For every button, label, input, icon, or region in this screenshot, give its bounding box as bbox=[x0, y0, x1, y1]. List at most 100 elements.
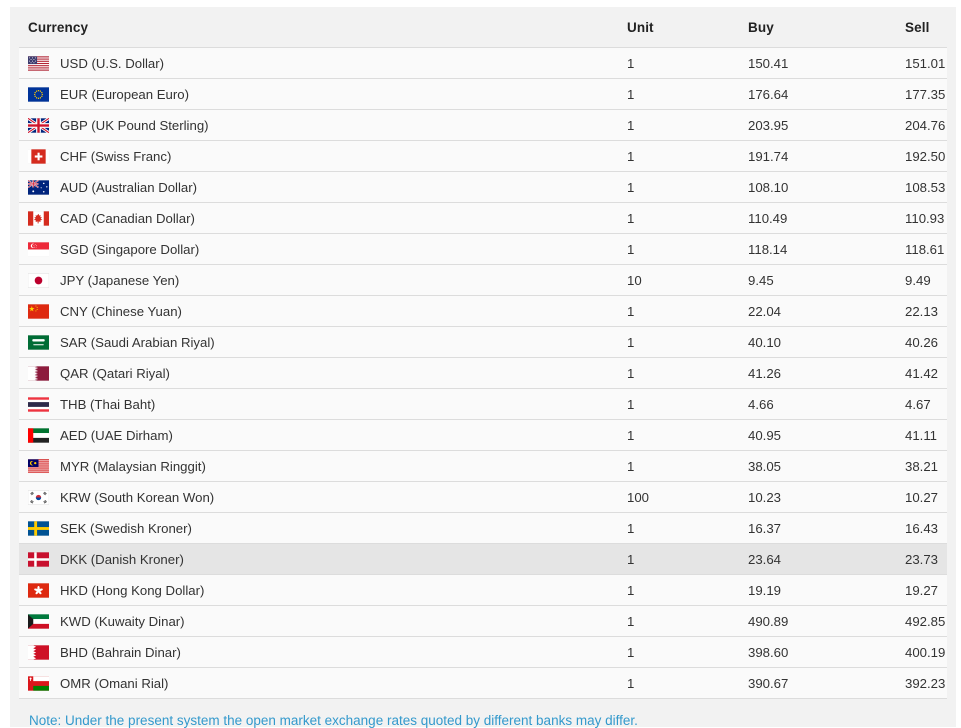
table-row[interactable]: AED (UAE Dirham) 1 40.95 41.11 bbox=[19, 419, 947, 451]
sell-value: 492.85 bbox=[905, 613, 946, 629]
buy-value: 22.04 bbox=[748, 303, 782, 319]
se-flag-icon bbox=[28, 521, 49, 536]
unit-value: 1 bbox=[627, 334, 635, 350]
dk-flag-icon bbox=[28, 552, 49, 567]
sell-value: 177.35 bbox=[905, 86, 946, 102]
buy-value: 23.64 bbox=[748, 551, 782, 567]
currency-cell: HKD (Hong Kong Dollar) bbox=[19, 575, 627, 606]
unit-value: 1 bbox=[627, 427, 635, 443]
currency-label: CNY (Chinese Yuan) bbox=[60, 304, 182, 319]
table-header-row: Currency Unit Buy Sell bbox=[19, 7, 947, 48]
my-flag-icon bbox=[28, 459, 49, 474]
currency-cell: JPY (Japanese Yen) bbox=[19, 265, 627, 296]
column-header-buy: Buy bbox=[748, 19, 774, 35]
sell-value: 118.61 bbox=[905, 241, 945, 257]
currency-label: AUD (Australian Dollar) bbox=[60, 180, 198, 195]
currency-label: QAR (Qatari Riyal) bbox=[60, 366, 170, 381]
currency-label: MYR (Malaysian Ringgit) bbox=[60, 459, 206, 474]
gb-flag-icon bbox=[28, 118, 49, 133]
table-row[interactable]: SGD (Singapore Dollar) 1 118.14 118.61 bbox=[19, 233, 947, 265]
table-row[interactable]: THB (Thai Baht) 1 4.66 4.67 bbox=[19, 388, 947, 420]
unit-value: 1 bbox=[627, 551, 635, 567]
table-row[interactable]: BHD (Bahrain Dinar) 1 398.60 400.19 bbox=[19, 636, 947, 668]
currency-cell: THB (Thai Baht) bbox=[19, 389, 627, 420]
hk-flag-icon bbox=[28, 583, 49, 598]
table-row[interactable]: MYR (Malaysian Ringgit) 1 38.05 38.21 bbox=[19, 450, 947, 482]
sg-flag-icon bbox=[28, 242, 49, 257]
sa-flag-icon bbox=[28, 335, 49, 350]
buy-value: 398.60 bbox=[748, 644, 789, 660]
currency-label: SEK (Swedish Kroner) bbox=[60, 521, 192, 536]
table-row[interactable]: CAD (Canadian Dollar) 1 110.49 110.93 bbox=[19, 202, 947, 234]
table-row[interactable]: OMR (Omani Rial) 1 390.67 392.23 bbox=[19, 667, 947, 699]
exchange-rates-table: Currency Unit Buy Sell USD (U.S. Dollar)… bbox=[19, 7, 947, 699]
currency-label: KWD (Kuwaity Dinar) bbox=[60, 614, 185, 629]
buy-value: 40.95 bbox=[748, 427, 782, 443]
table-row[interactable]: AUD (Australian Dollar) 1 108.10 108.53 bbox=[19, 171, 947, 203]
currency-label: AED (UAE Dirham) bbox=[60, 428, 173, 443]
table-row[interactable]: SAR (Saudi Arabian Riyal) 1 40.10 40.26 bbox=[19, 326, 947, 358]
table-row[interactable]: SEK (Swedish Kroner) 1 16.37 16.43 bbox=[19, 512, 947, 544]
buy-value: 9.45 bbox=[748, 272, 774, 288]
currency-cell: OMR (Omani Rial) bbox=[19, 668, 627, 699]
currency-cell: USD (U.S. Dollar) bbox=[19, 48, 627, 79]
table-row[interactable]: EUR (European Euro) 1 176.64 177.35 bbox=[19, 78, 947, 110]
sell-value: 10.27 bbox=[905, 489, 939, 505]
currency-label: KRW (South Korean Won) bbox=[60, 490, 215, 505]
table-row[interactable]: GBP (UK Pound Sterling) 1 203.95 204.76 bbox=[19, 109, 947, 141]
unit-value: 1 bbox=[627, 675, 635, 691]
sell-value: 41.11 bbox=[905, 427, 938, 443]
kw-flag-icon bbox=[28, 614, 49, 629]
table-row[interactable]: HKD (Hong Kong Dollar) 1 19.19 19.27 bbox=[19, 574, 947, 606]
currency-cell: EUR (European Euro) bbox=[19, 79, 627, 110]
unit-value: 100 bbox=[627, 489, 650, 505]
currency-label: BHD (Bahrain Dinar) bbox=[60, 645, 181, 660]
currency-cell: QAR (Qatari Riyal) bbox=[19, 358, 627, 389]
sell-value: 192.50 bbox=[905, 148, 946, 164]
unit-value: 1 bbox=[627, 613, 635, 629]
table-row[interactable]: CNY (Chinese Yuan) 1 22.04 22.13 bbox=[19, 295, 947, 327]
sell-value: 38.21 bbox=[905, 458, 939, 474]
unit-value: 1 bbox=[627, 644, 635, 660]
currency-cell: AUD (Australian Dollar) bbox=[19, 172, 627, 203]
currency-cell: BHD (Bahrain Dinar) bbox=[19, 637, 627, 668]
table-row[interactable]: DKK (Danish Kroner) 1 23.64 23.73 bbox=[19, 543, 947, 575]
sell-value: 392.23 bbox=[905, 675, 946, 691]
unit-value: 1 bbox=[627, 365, 635, 381]
currency-cell: GBP (UK Pound Sterling) bbox=[19, 110, 627, 141]
sell-value: 41.42 bbox=[905, 365, 939, 381]
table-row[interactable]: CHF (Swiss Franc) 1 191.74 192.50 bbox=[19, 140, 947, 172]
currency-label: JPY (Japanese Yen) bbox=[60, 273, 180, 288]
currency-cell: KRW (South Korean Won) bbox=[19, 482, 627, 513]
bh-flag-icon bbox=[28, 645, 49, 660]
column-header-currency: Currency bbox=[28, 19, 89, 35]
currency-cell: SGD (Singapore Dollar) bbox=[19, 234, 627, 265]
table-row[interactable]: KRW (South Korean Won) 100 10.23 10.27 bbox=[19, 481, 947, 513]
unit-value: 1 bbox=[627, 241, 635, 257]
unit-value: 1 bbox=[627, 117, 635, 133]
table-row[interactable]: QAR (Qatari Riyal) 1 41.26 41.42 bbox=[19, 357, 947, 389]
buy-value: 191.74 bbox=[748, 148, 789, 164]
sell-value: 19.27 bbox=[905, 582, 939, 598]
jp-flag-icon bbox=[28, 273, 49, 288]
qa-flag-icon bbox=[28, 366, 49, 381]
column-header-unit: Unit bbox=[627, 19, 654, 35]
ca-flag-icon bbox=[28, 211, 49, 226]
currency-label: USD (U.S. Dollar) bbox=[60, 56, 165, 71]
table-row[interactable]: USD (U.S. Dollar) 1 150.41 151.01 bbox=[19, 47, 947, 79]
au-flag-icon bbox=[28, 180, 49, 195]
buy-value: 390.67 bbox=[748, 675, 789, 691]
unit-value: 1 bbox=[627, 303, 635, 319]
currency-label: OMR (Omani Rial) bbox=[60, 676, 169, 691]
sell-value: 40.26 bbox=[905, 334, 939, 350]
sell-value: 4.67 bbox=[905, 396, 931, 412]
exchange-rates-panel: Currency Unit Buy Sell USD (U.S. Dollar)… bbox=[10, 7, 956, 728]
currency-label: EUR (European Euro) bbox=[60, 87, 190, 102]
om-flag-icon bbox=[28, 676, 49, 691]
rates-table-body: USD (U.S. Dollar) 1 150.41 151.01 EUR (Europ… bbox=[19, 47, 947, 699]
table-row[interactable]: KWD (Kuwaity Dinar) 1 490.89 492.85 bbox=[19, 605, 947, 637]
table-row[interactable]: JPY (Japanese Yen) 10 9.45 9.49 bbox=[19, 264, 947, 296]
sell-value: 23.73 bbox=[905, 551, 939, 567]
unit-value: 1 bbox=[627, 458, 635, 474]
cn-flag-icon bbox=[28, 304, 49, 319]
